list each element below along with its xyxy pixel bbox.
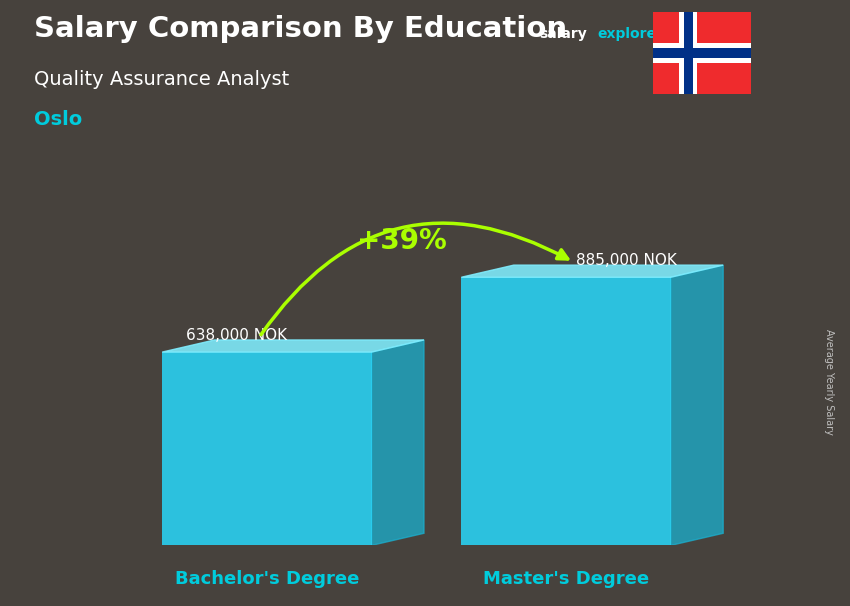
FancyBboxPatch shape [462, 278, 671, 545]
Text: Average Yearly Salary: Average Yearly Salary [824, 329, 834, 435]
Polygon shape [671, 265, 723, 545]
Text: +39%: +39% [357, 227, 446, 255]
Bar [684, 12, 693, 94]
Text: Bachelor's Degree: Bachelor's Degree [175, 570, 359, 588]
Bar [679, 12, 697, 94]
Text: 638,000 NOK: 638,000 NOK [186, 328, 287, 343]
Text: Master's Degree: Master's Degree [483, 570, 649, 588]
Text: 885,000 NOK: 885,000 NOK [575, 253, 677, 268]
Text: Oslo: Oslo [34, 110, 82, 129]
Polygon shape [462, 265, 723, 278]
Text: salary: salary [540, 27, 587, 41]
Polygon shape [162, 340, 424, 352]
Bar [653, 43, 751, 63]
Text: Salary Comparison By Education: Salary Comparison By Education [34, 15, 567, 43]
Text: explorer.com: explorer.com [598, 27, 699, 41]
Polygon shape [371, 340, 424, 545]
Bar [653, 48, 751, 58]
Text: Quality Assurance Analyst: Quality Assurance Analyst [34, 70, 289, 88]
FancyBboxPatch shape [162, 352, 371, 545]
